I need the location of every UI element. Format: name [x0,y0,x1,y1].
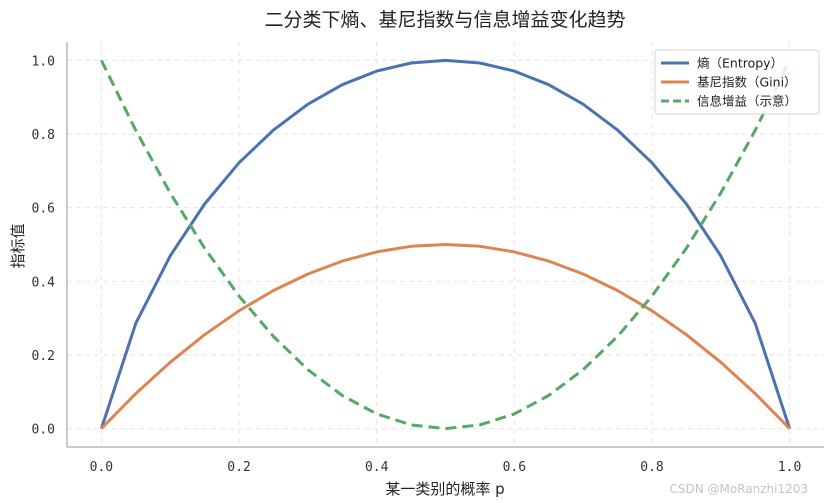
y-tick-label-0: 0.0 [32,423,55,438]
y-tick-label-1: 0.2 [32,349,55,364]
legend-label-1: 基尼指数（Gini） [697,75,797,90]
y-tick-label-4: 0.8 [32,128,55,143]
y-axis-label: 指标值 [9,223,27,268]
x-tick-label-2: 0.4 [365,460,389,475]
y-tick-label-2: 0.4 [32,275,56,290]
y-ticks: 0.0 0.2 0.4 0.6 0.8 1.0 [32,54,56,437]
series-line-1 [100,243,791,430]
series-line-2 [100,59,791,431]
x-axis-label: 某一类别的概率 p [385,480,504,498]
chart-title: 二分类下熵、基尼指数与信息增益变化趋势 [264,9,625,31]
axes [66,42,824,448]
legend-label-2: 信息增益（示意） [697,94,797,109]
series-lines [99,58,792,431]
x-tick-label-3: 0.6 [503,460,526,475]
x-ticks: 0.0 0.2 0.4 0.6 0.8 1.0 [90,460,802,475]
x-tick-label-4: 0.8 [640,460,663,475]
legend: 熵（Entropy） 基尼指数（Gini） 信息增益（示意） [654,49,820,115]
legend-label-0: 熵（Entropy） [697,56,783,71]
y-tick-label-5: 1.0 [32,54,55,69]
x-tick-label-0: 0.0 [90,460,113,475]
watermark-text: CSDN @MoRanzhi1203 [669,482,808,496]
series-line-0 [99,58,792,430]
y-tick-label-3: 0.6 [32,202,55,217]
x-tick-label-1: 0.2 [227,460,250,475]
legend-box [654,49,820,115]
x-tick-label-5: 1.0 [778,460,801,475]
